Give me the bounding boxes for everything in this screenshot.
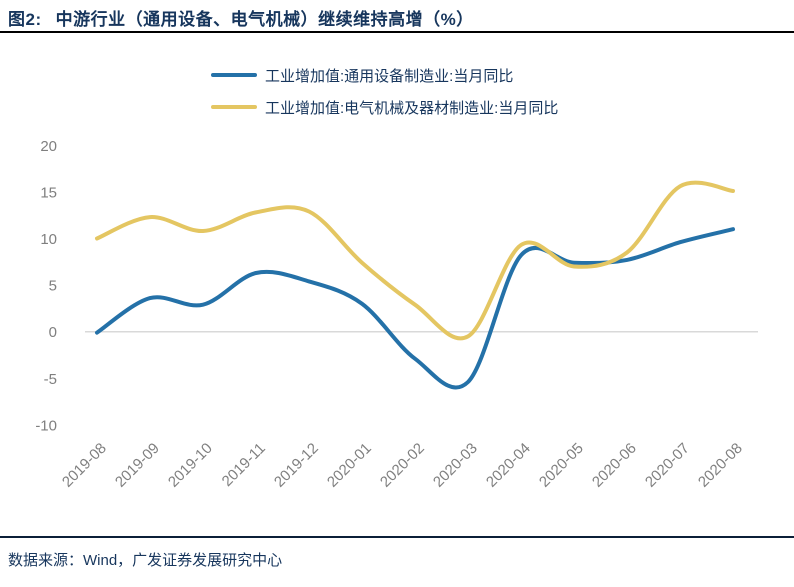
x-tick-label: 2020-01 — [324, 440, 375, 491]
x-tick-label: 2019-10 — [165, 440, 216, 491]
y-tick-label: 0 — [49, 324, 57, 341]
y-tick-label: 5 — [49, 278, 57, 295]
title-divider — [0, 31, 794, 33]
y-tick-label: -5 — [44, 371, 57, 388]
legend-item-general-equipment: 工业增加值:通用设备制造业:当月同比 — [211, 59, 558, 91]
x-tick-label: 2020-08 — [695, 440, 746, 491]
x-tick-label: 2020-04 — [483, 440, 534, 491]
data-source: 数据来源：Wind，广发证券发展研究中心 — [8, 552, 283, 569]
footer-divider — [0, 536, 794, 538]
x-tick-label: 2019-09 — [112, 440, 163, 491]
legend-label: 工业增加值:通用设备制造业:当月同比 — [265, 67, 514, 85]
legend-item-electrical-machinery: 工业增加值:电气机械及器材制造业:当月同比 — [211, 91, 558, 123]
x-tick-label: 2019-12 — [271, 440, 322, 491]
figure-title: 图2: 中游行业（通用设备、电气机械）继续维持高增（%） — [8, 5, 474, 30]
series-line-0 — [95, 227, 735, 390]
x-tick-label: 2020-02 — [377, 440, 428, 491]
legend-line-swatch-blue — [211, 73, 257, 77]
y-tick-label: 15 — [40, 184, 57, 201]
x-tick-label: 2019-08 — [59, 440, 110, 491]
legend-label: 工业增加值:电气机械及器材制造业:当月同比 — [265, 99, 559, 117]
x-tick-label: 2020-03 — [430, 440, 481, 491]
x-tick-label: 2019-11 — [219, 440, 269, 490]
x-tick-label: 2020-07 — [642, 440, 693, 491]
x-tick-label: 2020-05 — [536, 440, 587, 491]
chart-legend: 工业增加值:通用设备制造业:当月同比 工业增加值:电气机械及器材制造业:当月同比 — [211, 59, 558, 123]
x-tick-label: 2020-06 — [589, 440, 640, 491]
figure-number: 图2: — [8, 10, 42, 29]
series-line-1 — [95, 180, 735, 341]
legend-line-swatch-yellow — [211, 105, 257, 109]
y-tick-label: 10 — [40, 231, 57, 248]
y-tick-label: -10 — [35, 417, 57, 434]
figure-title-text: 中游行业（通用设备、电气机械）继续维持高增（%） — [55, 10, 474, 29]
y-tick-label: 20 — [40, 138, 57, 155]
